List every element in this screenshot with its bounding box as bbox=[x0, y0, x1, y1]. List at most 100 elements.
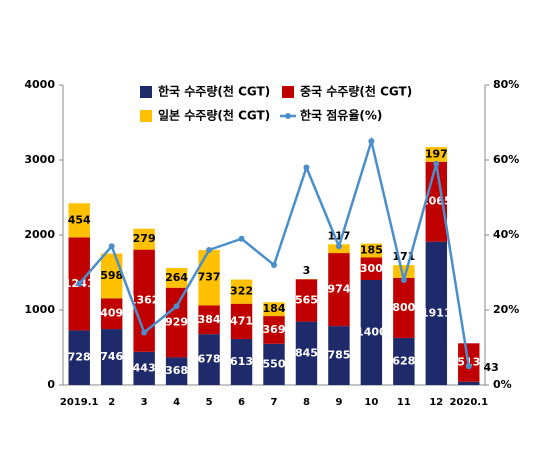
data-label: 322 bbox=[230, 285, 253, 298]
legend-swatch bbox=[282, 86, 294, 98]
bar-segment bbox=[360, 243, 383, 258]
data-label: 185 bbox=[360, 244, 383, 257]
bar-segment bbox=[165, 267, 188, 288]
bar-segment bbox=[230, 279, 253, 304]
bar-segment bbox=[68, 330, 90, 385]
bar-segment bbox=[133, 249, 155, 352]
legend-label: 일본 수주량(천 CGT) bbox=[158, 108, 270, 123]
line-point bbox=[368, 138, 375, 145]
bar-segment bbox=[198, 334, 220, 385]
legend-swatch bbox=[285, 113, 291, 119]
bar-segment bbox=[263, 302, 285, 317]
bar-segment bbox=[165, 357, 188, 385]
bar-segment bbox=[360, 257, 383, 280]
bar-segment bbox=[165, 287, 188, 358]
bar-segment bbox=[295, 321, 318, 385]
x-tick-label: 2020.1 bbox=[449, 397, 488, 408]
bar-segment bbox=[393, 337, 415, 385]
y-tick-label: 4000 bbox=[24, 78, 55, 91]
legend-swatch bbox=[140, 110, 152, 122]
data-label: 1400 bbox=[356, 326, 387, 339]
bar-segment bbox=[100, 329, 123, 385]
line-point bbox=[108, 243, 115, 250]
data-label: 279 bbox=[133, 232, 156, 245]
data-label: 1362 bbox=[129, 294, 160, 307]
bar-segment bbox=[68, 203, 90, 238]
x-tick-label: 11 bbox=[397, 397, 411, 408]
data-label: 409 bbox=[100, 307, 123, 320]
bar-segment bbox=[100, 253, 123, 299]
y-tick-label: 3000 bbox=[24, 153, 55, 166]
line-point bbox=[173, 303, 180, 310]
x-tick-label: 4 bbox=[173, 397, 180, 408]
data-label: 845 bbox=[295, 346, 318, 359]
data-label: 598 bbox=[100, 269, 123, 282]
data-label: 785 bbox=[327, 349, 350, 362]
bar-segment bbox=[198, 305, 220, 335]
bar-segment bbox=[425, 241, 448, 385]
data-label: 565 bbox=[295, 293, 318, 306]
data-label: 43 bbox=[483, 361, 498, 374]
data-label: 550 bbox=[263, 357, 286, 370]
data-label: 800 bbox=[392, 301, 415, 314]
data-label: 384 bbox=[198, 313, 221, 326]
x-tick-label: 7 bbox=[271, 397, 278, 408]
y2-tick-label: 80% bbox=[493, 78, 519, 91]
x-tick-label: 2 bbox=[108, 397, 115, 408]
bar-segment bbox=[360, 280, 383, 385]
data-label: 746 bbox=[100, 350, 123, 363]
y-tick-label: 1000 bbox=[24, 303, 55, 316]
line-point bbox=[400, 277, 407, 283]
y-tick-label: 2000 bbox=[24, 228, 55, 241]
data-label: 929 bbox=[165, 316, 188, 329]
bar-segment bbox=[328, 253, 350, 327]
x-tick-label: 2019.1 bbox=[60, 397, 99, 408]
line-point bbox=[141, 329, 148, 336]
legend-label: 한국 수주량(천 CGT) bbox=[158, 84, 270, 99]
bar-segment bbox=[263, 316, 285, 344]
y2-tick-label: 0% bbox=[493, 378, 512, 391]
bar-segment bbox=[393, 265, 415, 278]
data-label: 300 bbox=[360, 262, 383, 275]
x-tick-label: 8 bbox=[303, 397, 310, 408]
line-point bbox=[335, 243, 342, 250]
x-tick-label: 12 bbox=[429, 397, 443, 408]
legend-label: 중국 수주량(천 CGT) bbox=[300, 84, 412, 99]
x-tick-label: 3 bbox=[141, 397, 148, 408]
x-tick-label: 5 bbox=[206, 397, 213, 408]
data-label: 3 bbox=[303, 264, 311, 277]
line-point bbox=[76, 280, 83, 287]
data-label: 368 bbox=[165, 364, 188, 377]
data-label: 678 bbox=[198, 353, 221, 366]
y2-tick-label: 40% bbox=[493, 228, 519, 241]
line-point bbox=[238, 235, 245, 242]
data-label: 369 bbox=[263, 323, 286, 336]
data-label: 184 bbox=[263, 302, 286, 315]
x-tick-label: 9 bbox=[335, 397, 342, 408]
data-label: 628 bbox=[392, 354, 415, 367]
x-tick-label: 6 bbox=[238, 397, 245, 408]
bar-segment bbox=[230, 339, 253, 385]
data-label: 737 bbox=[198, 271, 221, 284]
bar-segment bbox=[458, 381, 480, 385]
line-point bbox=[433, 160, 440, 167]
line-point bbox=[206, 247, 213, 253]
y2-tick-label: 20% bbox=[493, 303, 519, 316]
bar-segment bbox=[230, 303, 253, 340]
data-label: 471 bbox=[230, 314, 253, 327]
data-label: 1911 bbox=[421, 306, 452, 319]
bar-segment bbox=[425, 147, 448, 162]
y-tick-label: 0 bbox=[47, 378, 55, 391]
bar-segment bbox=[100, 298, 123, 330]
data-label: 454 bbox=[68, 213, 91, 226]
bar-segment bbox=[328, 326, 350, 385]
line-point bbox=[303, 164, 310, 171]
legend-label: 한국 점유율(%) bbox=[300, 108, 382, 123]
x-tick-label: 10 bbox=[364, 397, 378, 408]
bar-segment bbox=[393, 277, 415, 338]
data-label: 728 bbox=[68, 351, 91, 364]
y2-tick-label: 60% bbox=[493, 153, 519, 166]
data-label: 974 bbox=[327, 283, 350, 296]
data-label: 117 bbox=[327, 229, 350, 242]
